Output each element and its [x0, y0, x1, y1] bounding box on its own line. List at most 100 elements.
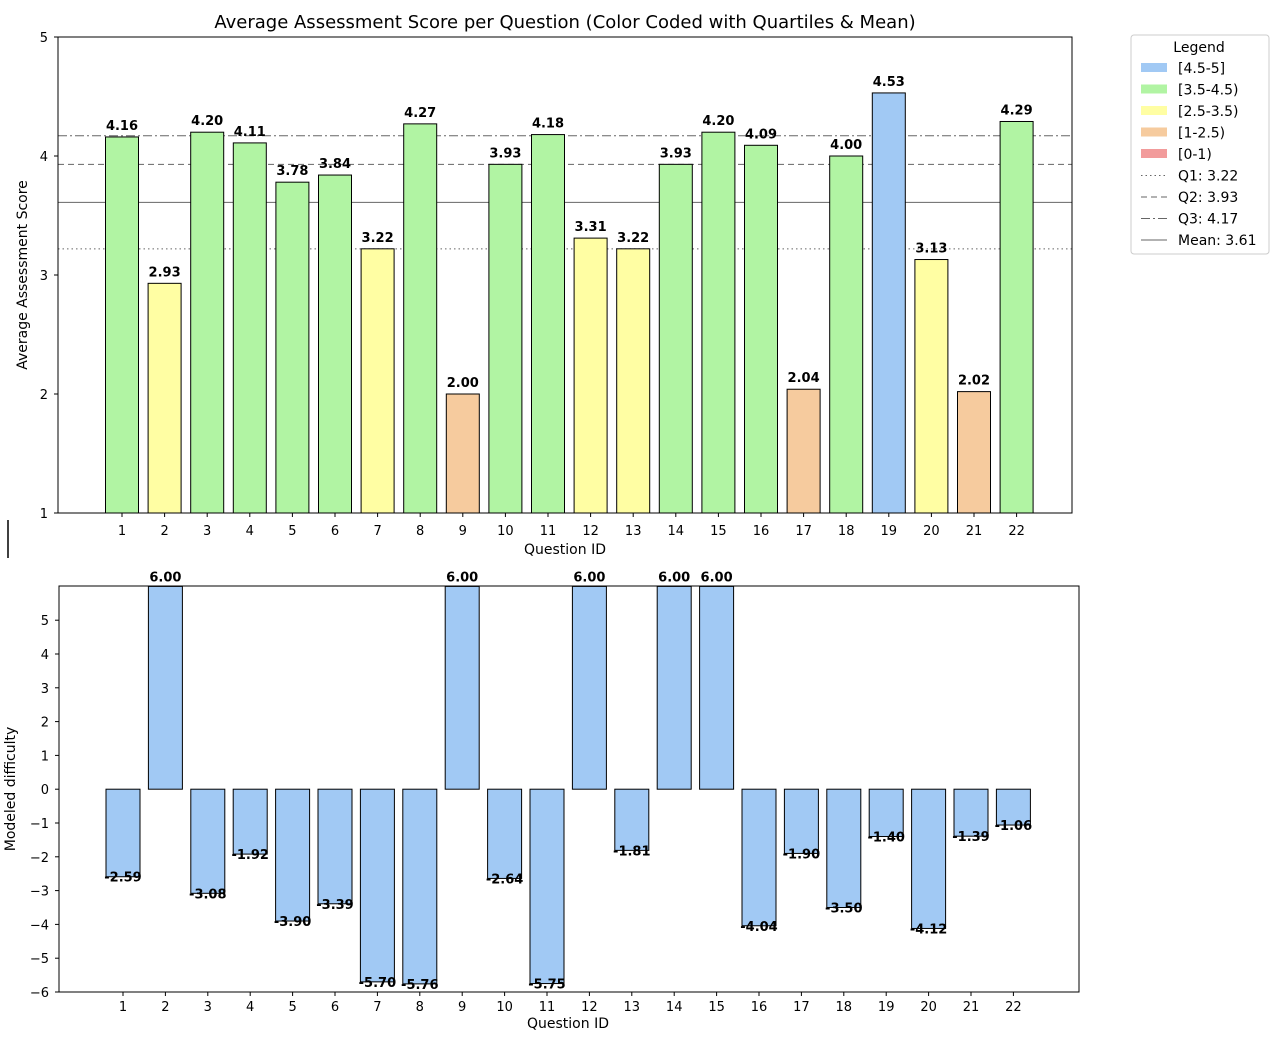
- x-tick-label: 12: [581, 1000, 598, 1015]
- bar-q1: [105, 136, 139, 514]
- bar-value-label: 4.20: [702, 114, 734, 129]
- bar-value-label: 3.78: [276, 164, 308, 179]
- x-tick-label: 21: [963, 1000, 980, 1015]
- x-tick-label: 19: [878, 1000, 895, 1015]
- bar-q5: [275, 788, 311, 922]
- bar-q19: [871, 92, 906, 514]
- x-tick-label: 2: [161, 1000, 169, 1015]
- bar-q20: [914, 259, 949, 514]
- legend-label: [3.5-4.5): [1178, 83, 1239, 99]
- bar-q7: [359, 788, 395, 983]
- x-tick-label: 11: [539, 1000, 556, 1015]
- y-tick-label: 3: [41, 682, 49, 697]
- y-tick-label: 4: [41, 648, 49, 663]
- bar-value-label: 2.04: [788, 371, 820, 386]
- bar-q17: [786, 388, 821, 514]
- bar-value-label: -4.04: [740, 920, 777, 935]
- bar-value-label: 6.00: [658, 570, 690, 585]
- legend-swatch: [1141, 84, 1167, 94]
- top-x-axis-label: Question ID: [524, 542, 606, 558]
- bar-value-label: 3.93: [660, 146, 692, 161]
- bar-value-label: -4.12: [910, 922, 947, 937]
- y-tick-label: 2: [41, 716, 49, 731]
- bar-value-label: 6.00: [701, 570, 733, 585]
- bar-q11: [529, 788, 565, 985]
- bar-q3: [190, 788, 226, 894]
- y-tick-label: −5: [30, 952, 49, 967]
- x-tick-label: 17: [793, 1000, 810, 1015]
- x-tick-label: 13: [624, 1000, 641, 1015]
- x-tick-label: 5: [288, 524, 296, 539]
- bar-q16: [744, 144, 778, 514]
- bar-q16: [741, 788, 777, 927]
- bar-q18: [826, 788, 862, 909]
- bar-value-label: 4.27: [404, 106, 436, 121]
- bar-q5: [275, 181, 310, 514]
- y-tick-label: 1: [41, 749, 49, 764]
- bar-value-label: 2.00: [447, 376, 479, 391]
- x-tick-label: 20: [920, 1000, 937, 1015]
- x-tick-label: 10: [497, 524, 514, 539]
- legend-label: [1-2.5): [1178, 126, 1225, 142]
- bar-value-label: -2.59: [104, 871, 141, 886]
- bar-value-label: 3.13: [915, 242, 947, 257]
- bar-value-label: 3.84: [319, 157, 351, 172]
- bar-value-label: 4.20: [191, 114, 223, 129]
- legend-label: [4.5-5]: [1178, 61, 1225, 77]
- y-tick-label: −6: [30, 986, 49, 1001]
- x-tick-label: 22: [1005, 1000, 1022, 1015]
- x-tick-label: 13: [625, 524, 642, 539]
- top-y-axis-label: Average Assessment Score: [15, 180, 31, 370]
- bar-q3: [190, 131, 225, 514]
- bar-value-label: 4.29: [1001, 103, 1033, 118]
- bar-q21: [953, 788, 989, 837]
- legend-swatch: [1141, 149, 1167, 158]
- bar-value-label: -5.76: [401, 978, 438, 993]
- bar-q10: [488, 163, 523, 514]
- legend: Legend [4.5-5] [3.5-4.5) [2.5-3.5) [1-2.5) […: [1130, 34, 1270, 255]
- legend-swatch: [1141, 106, 1167, 115]
- legend-swatch: [1141, 63, 1167, 72]
- x-tick-label: 1: [119, 1000, 127, 1015]
- bar-value-label: -1.81: [613, 844, 650, 859]
- bar-q22: [995, 788, 1031, 826]
- bar-value-label: -3.08: [189, 887, 226, 902]
- bar-value-label: -1.39: [952, 830, 989, 845]
- bar-q4: [232, 142, 267, 514]
- x-tick-label: 8: [416, 524, 424, 539]
- x-tick-label: 7: [373, 1000, 381, 1015]
- x-tick-label: 10: [496, 1000, 513, 1015]
- bar-q2: [147, 585, 183, 790]
- bar-q20: [911, 788, 947, 929]
- x-tick-label: 19: [881, 524, 898, 539]
- bar-q13: [616, 248, 651, 514]
- x-tick-label: 2: [160, 524, 168, 539]
- x-tick-label: 21: [966, 524, 983, 539]
- x-tick-label: 20: [923, 524, 940, 539]
- y-tick-label: 2: [40, 388, 48, 403]
- bar-value-label: -1.90: [783, 847, 820, 862]
- bar-value-label: 6.00: [149, 570, 181, 585]
- x-tick-label: 16: [753, 524, 770, 539]
- bar-value-label: 4.11: [234, 125, 266, 140]
- x-tick-label: 17: [795, 524, 812, 539]
- x-tick-label: 1: [118, 524, 126, 539]
- bar-q19: [868, 788, 904, 838]
- y-tick-label: −1: [30, 817, 49, 832]
- x-tick-label: 22: [1008, 524, 1025, 539]
- bar-q6: [318, 174, 352, 514]
- bar-value-label: 6.00: [446, 570, 478, 585]
- bar-value-label: 6.00: [573, 570, 605, 585]
- bar-q14: [656, 585, 692, 790]
- bar-value-label: 4.09: [745, 127, 777, 142]
- bar-value-label: 3.22: [617, 231, 649, 246]
- y-tick-label: 4: [40, 150, 48, 165]
- bar-value-label: 2.02: [958, 374, 990, 389]
- bottom-y-axis-label: Modeled difficulty: [3, 727, 19, 852]
- x-tick-label: 3: [204, 1000, 212, 1015]
- legend-label: Q2: 3.93: [1178, 190, 1238, 206]
- x-tick-label: 9: [458, 1000, 466, 1015]
- bar-value-label: -5.75: [528, 978, 565, 993]
- x-tick-label: 15: [708, 1000, 725, 1015]
- x-tick-label: 7: [373, 524, 381, 539]
